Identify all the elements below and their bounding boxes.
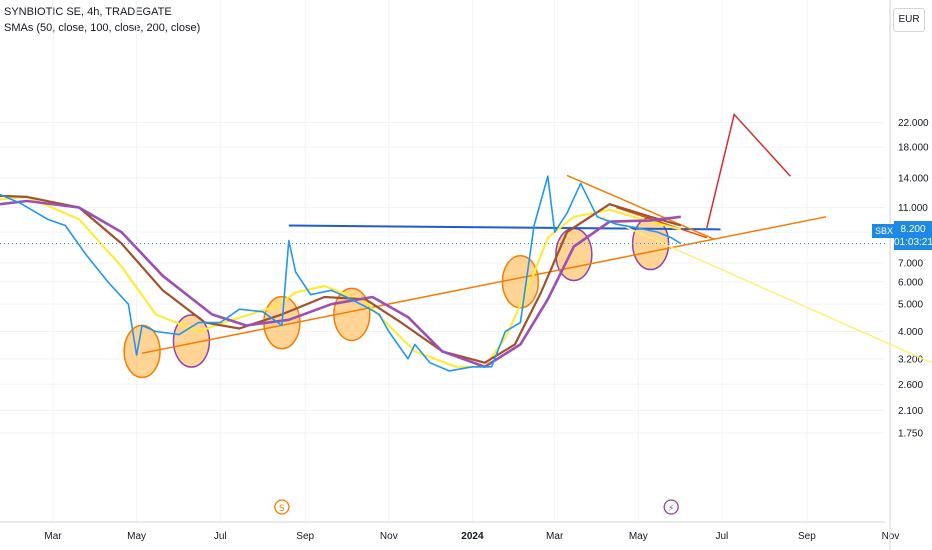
y-tick-label: 22.000 (898, 118, 929, 129)
highlight-circle (172, 314, 211, 368)
dividend-icon (274, 499, 290, 515)
split-marker: ⚡ (663, 499, 679, 515)
support-line (141, 216, 827, 354)
last-price-value: 8.200 (900, 224, 926, 235)
sma200-series (0, 199, 681, 369)
y-tick-label: 2.100 (898, 406, 923, 417)
x-tick-label: 2024 (461, 531, 484, 542)
price-series (0, 175, 682, 372)
x-tick-label: Sep (798, 531, 816, 542)
chart-title: SYNBIOTIC SE, 4h, TRADEGATE (4, 6, 172, 18)
currency-button[interactable]: EUR (893, 8, 925, 32)
y-tick-label: 11.000 (898, 203, 928, 214)
resistance-line (288, 224, 721, 231)
y-tick-label: 5.000 (898, 300, 923, 311)
x-tick-label: May (127, 531, 146, 542)
y-tick-label: 2.600 (898, 380, 923, 391)
y-tick-label: 4.000 (898, 327, 923, 338)
x-tick-label: Sep (296, 531, 314, 542)
down_channel-line (566, 174, 714, 240)
y-tick-label: 18.000 (898, 143, 929, 154)
y-tick-label: 1.750 (898, 428, 923, 439)
y-tick-label: 14.000 (898, 173, 929, 184)
last-symbol-tag: SBX (872, 224, 897, 238)
y-tick-label: 6.000 (898, 277, 923, 288)
grid (0, 0, 891, 522)
down_channel_upper-line (616, 206, 708, 239)
yellow_target-line (602, 216, 932, 364)
countdown-value: 01:03:21 (894, 237, 932, 248)
last-price-tag: 8.200 01:03:21 (894, 221, 932, 250)
x-tick-label: Mar (44, 531, 62, 542)
x-tick-label: Jul (715, 531, 728, 542)
x-tick-label: Jul (214, 531, 227, 542)
projection-line (706, 112, 791, 229)
dividend-marker-label: S (279, 504, 285, 514)
split-icon (663, 499, 679, 515)
y-tick-label: 7.000 (898, 258, 923, 269)
x-tick-label: May (629, 531, 648, 542)
split-marker-label: ⚡ (668, 504, 674, 514)
x-tick-label: Nov (380, 531, 398, 542)
x-tick-label: Mar (546, 531, 564, 542)
y-tick-label: 3.200 (898, 354, 923, 365)
dividend-marker: S (274, 499, 290, 515)
highlight-circle (501, 255, 540, 309)
